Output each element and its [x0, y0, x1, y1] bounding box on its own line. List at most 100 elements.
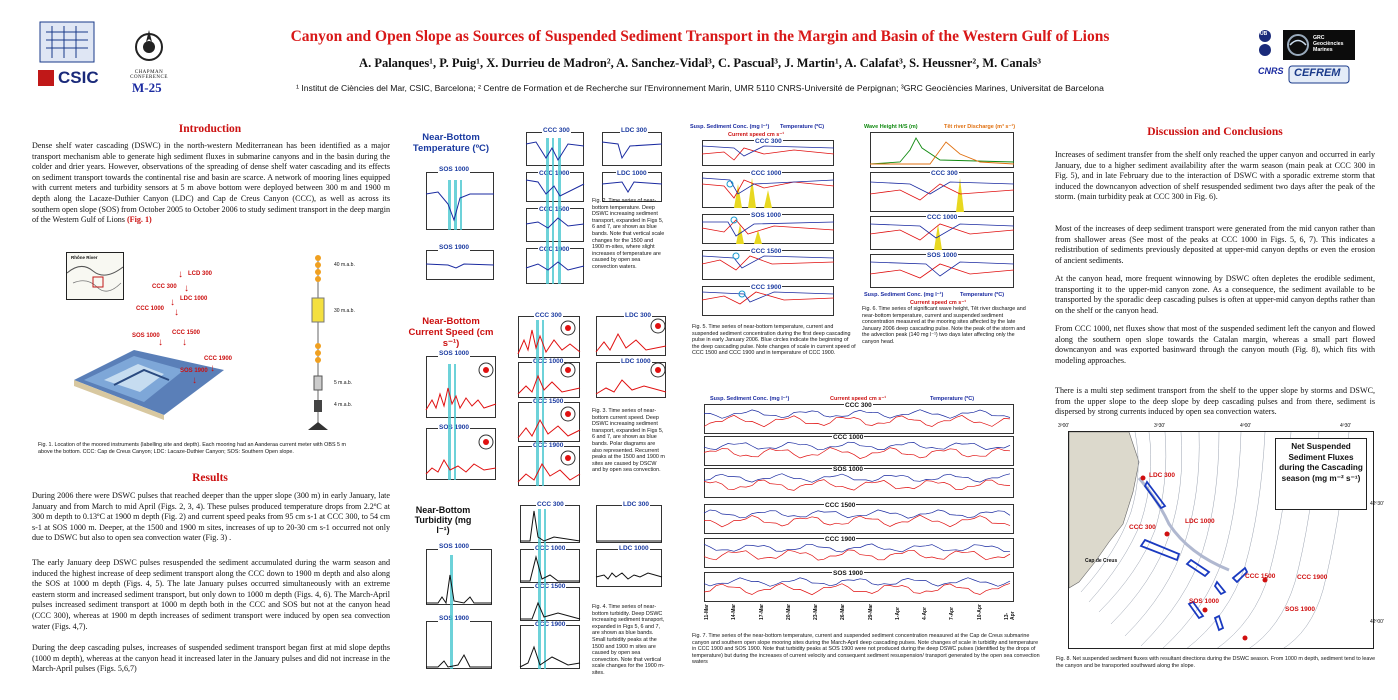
discussion-paragraph-5: There is a multi step sediment transport…	[1055, 386, 1375, 417]
fig8-lat-0: 42º30'	[1370, 501, 1384, 507]
fig2-label-ccc1900: CCC 1900	[538, 246, 571, 253]
ub-logo-text: UB	[1260, 31, 1268, 37]
fig2-band-5	[552, 138, 554, 284]
fig6-label-ccc300: CCC 300	[930, 170, 959, 177]
fig4-label-ccc1900: CCC 1900	[534, 621, 567, 628]
fig7-label-ccc1500: CCC 1500	[824, 502, 857, 509]
introduction-heading: Introduction	[178, 123, 242, 135]
fig1-mooring-diagram: 40 m.a.b. 30 m.a.b. 5 m.a.b. 4 m.a.b.	[304, 250, 374, 436]
figure-4: Near-Bottom Turbidity (mg l⁻¹) SOS 1000 …	[408, 497, 674, 677]
fig7-legend-temp: Temperature (ºC)	[930, 396, 975, 402]
fig5-label-sos1000: SOS 1000	[750, 212, 782, 219]
fig7-series-line	[703, 582, 1011, 596]
chapman-logo	[124, 22, 174, 72]
fig7-date-label: 13-Apr	[1004, 611, 1016, 620]
fig4-band-3	[544, 509, 546, 669]
results-paragraph-3: During the deep cascading pulses, increa…	[32, 643, 390, 674]
discussion-paragraph-1: Increases of sediment transfer from the …	[1055, 150, 1375, 202]
fig2-band-3	[460, 180, 462, 230]
fig3-panel-ccc1000	[518, 362, 580, 398]
fig3-label-ccc1900: CCC 1900	[532, 442, 565, 449]
fig2-band-2	[454, 180, 457, 230]
fig3-band-2	[454, 364, 456, 480]
fig8-site-sos1900: SOS 1900	[1285, 606, 1315, 613]
fig4-label-sos1000: SOS 1000	[438, 543, 470, 550]
csic-logo-text: CSIC	[58, 68, 99, 87]
figure-3: Near-Bottom Current Speed (cm s⁻¹) SOS 1…	[408, 310, 674, 490]
fig2-label-ccc1000: CCC 1000	[538, 170, 571, 177]
fig7-series-line	[703, 514, 1011, 528]
fig1-arrow-ccc300: ↓	[184, 283, 189, 294]
poster-title: Canyon and Open Slope as Sources of Susp…	[290, 28, 1110, 45]
fig7-label-sos1000: SOS 1000	[832, 466, 864, 473]
fig5-label-ccc1000: CCC 1000	[750, 170, 783, 177]
fig7-label-ccc1900: CCC 1900	[824, 536, 857, 543]
fig6-label-sos1000: SOS 1000	[926, 252, 958, 259]
fig7-label-ccc300: CCC 300	[844, 402, 873, 409]
fig7-date-label: 11-Mar	[704, 604, 710, 620]
fig3-lines	[425, 318, 667, 483]
discussion-paragraph-4: From CCC 1000, net fluxes show that most…	[1055, 324, 1375, 365]
ub-logo: UB	[1254, 28, 1276, 58]
discussion-paragraph-3: At the canyon head, more frequent winnow…	[1055, 274, 1375, 315]
author-list: A. Palanques¹, P. Puig¹, X. Durrieu de M…	[359, 56, 1041, 70]
fig3-label-ccc1500: CCC 1500	[532, 398, 565, 405]
csic-logo: CSIC	[34, 18, 106, 94]
fig5-legend-temp: Temperature (ºC)	[780, 124, 825, 130]
fig4-label-ccc1000: CCC 1000	[534, 545, 567, 552]
fig6-lines	[869, 137, 1015, 279]
fig7-series-line	[703, 441, 1011, 451]
fig3-band-4	[542, 320, 544, 486]
fig8-lon-1: 3º30'	[1154, 423, 1166, 429]
fig5-caption: Fig. 5. Time series of near-bottom tempe…	[692, 324, 856, 357]
fig4-caption: Fig. 4. Time series of near-bottom turbi…	[592, 604, 665, 676]
fig1-inset-map: Rhône River	[66, 252, 124, 300]
results-paragraph-2: The early January deep DSWC pulses resus…	[32, 558, 390, 631]
fig6-legend-temp: Temperature (ºC)	[960, 292, 1005, 298]
fig8-cape-label: Cap de Creus	[1085, 558, 1118, 564]
fig7-date-label: 17-Mar	[758, 603, 765, 620]
fig5-legend-speed: Current speed cm s⁻¹	[728, 132, 785, 138]
fig6-caption: Fig. 6. Time series of significant wave …	[862, 306, 1026, 345]
figure-2: Near-Bottom Temperature (ºC) SOS 1000 SO…	[408, 124, 674, 309]
fig8-legend-title: Net Suspended Sediment Fluxes during the…	[1279, 442, 1363, 483]
fig4-label-ldc300: LDC 300	[622, 501, 651, 508]
fig2-panel-ccc1900	[526, 248, 584, 284]
fig6-label-ccc1000: CCC 1000	[926, 214, 959, 221]
fig4-panel-ccc300	[520, 505, 580, 543]
introduction-ref: (Fig. 1)	[126, 215, 152, 225]
chapman-logo-text: CHAPMAN CONFERENCE	[130, 70, 168, 80]
fig3-label-ccc1000: CCC 1000	[532, 358, 565, 365]
fig7-series-line	[703, 577, 1011, 587]
fig8-legend-box: Net Suspended Sediment Fluxes during the…	[1275, 438, 1367, 510]
fig7-label-ccc1000: CCC 1000	[832, 434, 865, 441]
fig7-series-line	[703, 473, 1011, 483]
fig5-label-ccc1500: CCC 1500	[750, 248, 783, 255]
fig7-date-label: 7-Apr	[949, 606, 956, 620]
fig4-lines	[426, 510, 663, 668]
fig2-label-ldc300: LDC 300	[620, 127, 649, 134]
fig1-site-ldc1000: LDC 1000	[180, 296, 208, 302]
fig2-band-4	[546, 138, 549, 284]
fig6-legend-speed: Current speed cm s⁻¹	[910, 300, 967, 306]
fig8-lon-2: 4º00'	[1240, 423, 1252, 429]
fig7-date-label: 4-Apr	[922, 606, 929, 620]
fig8-site-sos1000: SOS 1000	[1189, 598, 1219, 605]
fig3-label-sos1000: SOS 1000	[438, 350, 470, 357]
fig1-arrow-sos1900: ↓	[192, 375, 197, 386]
fig1-site-ccc1000: CCC 1000	[136, 306, 165, 312]
fig8-lon-3: 4º30'	[1340, 423, 1352, 429]
fig4-panel-sos1000	[426, 549, 492, 605]
poster-id: M-25	[132, 80, 162, 95]
fig7-date-label: 26-Mar	[840, 603, 847, 620]
fig5-panel-ccc1500	[702, 250, 834, 280]
fig3-band-1	[448, 364, 451, 480]
fig7-caption: Fig. 7. Time series of the near-bottom t…	[692, 633, 1040, 666]
fig1-inset-label: Rhône River	[71, 255, 98, 260]
fig2-lines	[425, 141, 663, 271]
introduction-body: Dense shelf water cascading (DSWC) in th…	[32, 141, 390, 225]
cefrem-logo: CEFREM	[1288, 64, 1352, 86]
figure-1: Rhône River LCD 300 ↓ CCC 300 ↓ LDC 1000…	[32, 240, 392, 436]
fig1-bathymetry	[74, 330, 224, 420]
grc-logo-text: GRC Geociències Marines	[1313, 35, 1344, 53]
